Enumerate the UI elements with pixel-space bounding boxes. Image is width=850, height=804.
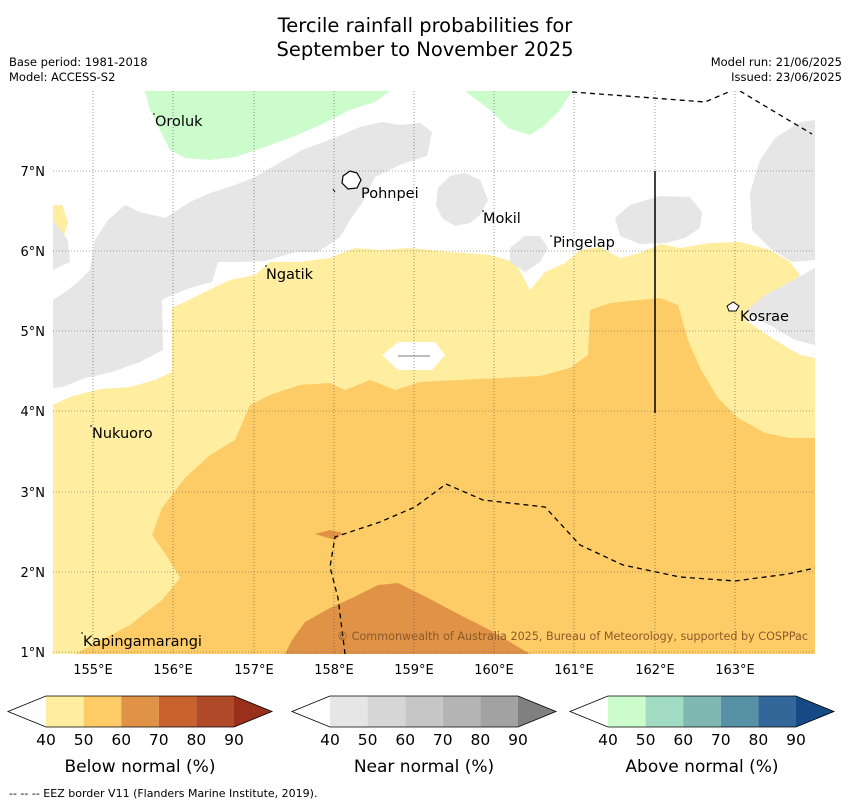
colorbar-0: 40 50 60 70 80 90 Below normal (%) <box>6 695 274 777</box>
lon-tick-label: 156°E <box>153 663 193 678</box>
colorbar-tick-label: 50 <box>358 731 378 749</box>
colorbar-bin <box>720 696 759 727</box>
colorbar-outline <box>6 695 274 728</box>
below-normal-60-70-small-patch <box>315 530 343 540</box>
kosrae-island <box>726 301 740 312</box>
place-label-nukuoro: Nukuoro <box>92 426 153 442</box>
colorbar-label: Below normal (%) <box>65 757 216 777</box>
colorbar-tick-label: 40 <box>36 731 56 749</box>
base-period: Base period: 1981-2018 <box>9 55 148 69</box>
near-normal-50-60-regions <box>53 120 815 388</box>
colorbar-tick-label: 40 <box>320 731 340 749</box>
colorbar-extend-low <box>570 696 608 727</box>
colorbar-tick-label: 70 <box>711 731 731 749</box>
place-label-mokil: Mokil <box>483 211 521 227</box>
colorbar-2: 40 50 60 70 80 90 Above normal (%) <box>568 695 836 777</box>
meta-right: Model run: 21/06/2025 Issued: 23/06/2025 <box>711 55 842 85</box>
map-area: Oroluk Pohnpei Mokil Pingelap Ngatik Kos… <box>53 91 815 654</box>
colorbars: 40 50 60 70 80 90 Below normal (%) 40 50 60 70 80 90… <box>6 695 836 777</box>
colorbar-outline <box>568 695 836 728</box>
colorbar-tick-label: 60 <box>673 731 693 749</box>
model-name: Model: ACCESS-S2 <box>9 70 116 84</box>
lon-tick-label: 157°E <box>234 663 274 678</box>
colorbar-bin <box>83 696 122 727</box>
colorbar-label: Above normal (%) <box>625 757 778 777</box>
colorbar-tick-label: 40 <box>598 731 618 749</box>
lat-tick-label: 6°N <box>21 245 46 260</box>
place-label-kosrae: Kosrae <box>740 309 789 325</box>
lon-tick-label: 155°E <box>73 663 113 678</box>
colorbar-tick-label: 90 <box>508 731 528 749</box>
colorbar-tick-label: 50 <box>74 731 94 749</box>
colorbar-outline <box>290 695 558 728</box>
colorbar-tick-label: 70 <box>149 731 169 749</box>
lat-tick-label: 3°N <box>21 486 46 501</box>
lon-tick-labels: 155°E 156°E 157°E 158°E 159°E 160°E 161°… <box>73 663 755 678</box>
atoll-markers <box>81 113 552 634</box>
colorbar-tick-label: 60 <box>111 731 131 749</box>
place-label-pohnpei: Pohnpei <box>361 186 419 202</box>
colorbar-tick-label: 80 <box>749 731 769 749</box>
colorbar-bin <box>158 696 197 727</box>
colorbar-tick-label: 80 <box>471 731 491 749</box>
issued-date: Issued: 23/06/2025 <box>731 70 842 84</box>
eez-borders <box>329 91 815 654</box>
eez-footnote: -- -- -- EEZ border V11 (Flanders Marine… <box>9 787 317 800</box>
colorbar-bin <box>758 696 796 727</box>
lat-tick-label: 5°N <box>21 325 46 340</box>
copyright-text: © Commonwealth of Australia 2025, Bureau… <box>337 630 808 643</box>
place-label-kapingamarangi: Kapingamarangi <box>83 634 202 650</box>
below-normal-60-70-region <box>285 583 530 654</box>
place-labels: Oroluk Pohnpei Mokil Pingelap Ngatik Kos… <box>83 114 789 650</box>
meta-left: Base period: 1981-2018 Model: ACCESS-S2 <box>9 55 148 85</box>
colorbar-extend-low <box>8 696 46 727</box>
lon-tick-label: 162°E <box>635 663 675 678</box>
colorbar-tick-label: 90 <box>786 731 806 749</box>
colorbar-tick-label: 50 <box>636 731 656 749</box>
lat-tick-label: 4°N <box>21 405 46 420</box>
lon-tick-label: 159°E <box>394 663 434 678</box>
colorbar-tick-label: 70 <box>433 731 453 749</box>
colorbar-bin <box>330 696 368 727</box>
colorbar-extend-high <box>796 696 834 727</box>
pohnpei-island <box>341 170 362 190</box>
title-line-2: September to November 2025 <box>276 38 574 61</box>
colorbar-bin <box>46 696 84 727</box>
place-label-pingelap: Pingelap <box>553 235 615 251</box>
colorbar-bin <box>367 696 406 727</box>
title-line-1: Tercile rainfall probabilities for <box>277 14 573 37</box>
colorbar-tick-label: 60 <box>395 731 415 749</box>
colorbar-tick-label: 90 <box>224 731 244 749</box>
colorbar-bin <box>683 696 721 727</box>
colorbar-label: Near normal (%) <box>354 757 494 777</box>
below-normal-50-60-region <box>75 298 815 654</box>
colorbar-1: 40 50 60 70 80 90 Near normal (%) <box>290 695 558 777</box>
lat-tick-label: 2°N <box>21 566 46 581</box>
place-label-oroluk: Oroluk <box>155 114 203 130</box>
lon-tick-label: 160°E <box>474 663 514 678</box>
colorbar-bin <box>121 696 159 727</box>
lat-tick-labels: 1°N 2°N 3°N 4°N 5°N 6°N 7°N <box>21 165 46 661</box>
lat-tick-label: 1°N <box>21 646 46 661</box>
gridlines <box>53 91 815 654</box>
model-run: Model run: 21/06/2025 <box>710 55 842 69</box>
lon-tick-label: 158°E <box>314 663 354 678</box>
lon-tick-label: 163°E <box>715 663 755 678</box>
colorbar-bin <box>442 696 481 727</box>
above-normal-50-60-regions <box>145 91 572 160</box>
place-label-ngatik: Ngatik <box>266 267 314 283</box>
colorbar-bin <box>196 696 234 727</box>
colorbar-extend-high <box>234 696 272 727</box>
colorbar-bin <box>645 696 684 727</box>
lon-tick-label: 161°E <box>554 663 594 678</box>
colorbar-bin <box>480 696 518 727</box>
colorbar-tick-label: 80 <box>187 731 207 749</box>
map-title: Tercile rainfall probabilities for Septe… <box>0 14 850 62</box>
colorbar-extend-high <box>518 696 556 727</box>
colorbar-bin <box>608 696 646 727</box>
colorbar-extend-low <box>292 696 330 727</box>
colorbar-bin <box>405 696 443 727</box>
lat-tick-label: 7°N <box>21 165 46 180</box>
